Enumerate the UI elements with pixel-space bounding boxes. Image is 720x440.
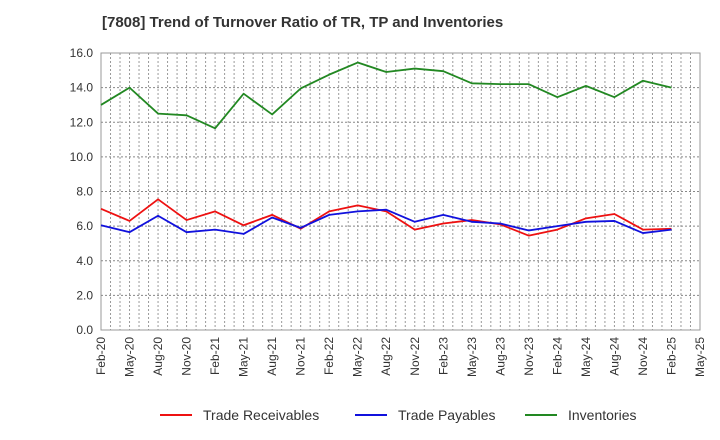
x-tick-label: May-25 — [693, 337, 707, 377]
x-tick-label: May-22 — [351, 337, 365, 377]
x-tick-label: Nov-20 — [180, 337, 194, 376]
series-line-1 — [100, 198, 672, 237]
x-tick-label: May-20 — [123, 337, 137, 377]
x-tick-label: Aug-22 — [379, 337, 393, 376]
x-tick-label: Feb-23 — [436, 337, 450, 375]
chart-title: [7808] Trend of Turnover Ratio of TR, TP… — [102, 14, 504, 31]
x-tick-label: May-24 — [579, 337, 593, 377]
x-tick-label: Feb-24 — [550, 337, 564, 375]
y-tick-label: 8.0 — [76, 185, 93, 199]
x-tick-label: Nov-24 — [636, 337, 650, 376]
x-tick-label: Aug-20 — [151, 337, 165, 376]
y-tick-label: 16.0 — [70, 46, 94, 60]
y-tick-label: 4.0 — [76, 254, 93, 268]
y-tick-label: 2.0 — [76, 288, 93, 302]
x-tick-label: Feb-20 — [94, 337, 108, 375]
x-tick-label: Feb-22 — [322, 337, 336, 375]
x-tick-label: Nov-22 — [408, 337, 422, 376]
x-tick-label: May-21 — [237, 337, 251, 377]
y-tick-label: 0.0 — [76, 323, 93, 337]
x-tick-label: Feb-25 — [664, 337, 678, 375]
x-tick-label: Nov-21 — [294, 337, 308, 376]
legend-label: Inventories — [568, 407, 636, 423]
x-tick-label: Aug-23 — [493, 337, 507, 376]
x-tick-label: Feb-21 — [208, 337, 222, 375]
y-tick-label: 14.0 — [70, 81, 94, 95]
series-line-2 — [100, 208, 672, 235]
y-tick-label: 12.0 — [70, 115, 94, 129]
x-tick-label: Aug-21 — [265, 337, 279, 376]
x-tick-label: Aug-24 — [607, 337, 621, 376]
x-tick-label: May-23 — [465, 337, 479, 377]
y-tick-label: 10.0 — [70, 150, 94, 164]
x-tick-label: Nov-23 — [522, 337, 536, 376]
series-line-3 — [100, 61, 672, 130]
y-tick-label: 6.0 — [76, 219, 93, 233]
legend-label: Trade Receivables — [203, 407, 319, 423]
legend-label: Trade Payables — [398, 407, 496, 423]
